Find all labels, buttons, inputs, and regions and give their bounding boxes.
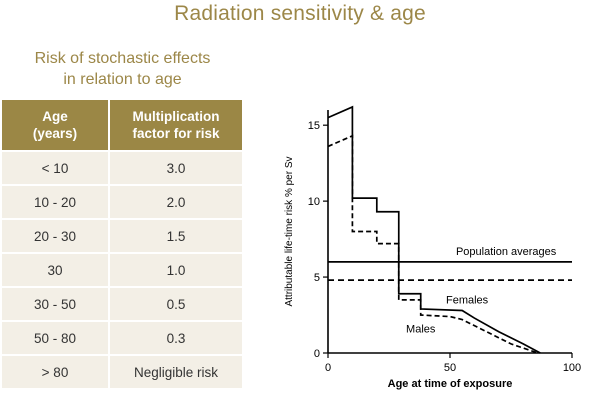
y-tick-label: 5 <box>314 272 320 284</box>
factor-cell: 0.3 <box>110 322 242 354</box>
factor-cell: 1.5 <box>110 220 242 252</box>
y-axis-label: Attributable life-time risk % per Sv <box>284 156 295 306</box>
risk-table: Age (years) Multiplication factor for ri… <box>0 98 244 390</box>
table-caption-line1: Risk of stochastic effects <box>34 50 211 67</box>
factor-cell: Negligible risk <box>110 356 242 388</box>
x-tick-label: 0 <box>325 362 331 374</box>
age-cell: 30 - 50 <box>2 288 108 320</box>
table-row: 30 - 50 0.5 <box>2 288 242 320</box>
header-factor-line1: Multiplication <box>132 109 220 124</box>
age-cell: 20 - 30 <box>2 220 108 252</box>
population-averages-label: Population averages <box>456 246 557 258</box>
y-tick-label: 0 <box>314 348 320 360</box>
table-header-row: Age (years) Multiplication factor for ri… <box>2 100 242 150</box>
y-tick-label: 15 <box>308 120 320 132</box>
age-cell: 50 - 80 <box>2 322 108 354</box>
table-row: 10 - 20 2.0 <box>2 186 242 218</box>
table-row: 20 - 30 1.5 <box>2 220 242 252</box>
age-cell: 30 <box>2 254 108 286</box>
table-row: > 80 Negligible risk <box>2 356 242 388</box>
header-factor-line2: factor for risk <box>132 126 220 141</box>
table-caption: Risk of stochastic effects in relation t… <box>0 48 245 90</box>
series-label-males: Males <box>406 323 436 335</box>
table-row: 50 - 80 0.3 <box>2 322 242 354</box>
age-cell: 10 - 20 <box>2 186 108 218</box>
x-tick-label: 50 <box>444 362 456 374</box>
page-title: Radiation sensitivity & age <box>174 2 426 25</box>
table-caption-line2: in relation to age <box>63 71 182 88</box>
table-row: < 10 3.0 <box>2 152 242 184</box>
header-age-line1: Age <box>42 109 68 124</box>
age-cell: < 10 <box>2 152 108 184</box>
series-line-females <box>327 105 541 354</box>
x-tick-label: 100 <box>563 362 581 374</box>
factor-cell: 2.0 <box>110 186 242 218</box>
header-age: Age (years) <box>2 100 108 150</box>
factor-cell: 3.0 <box>110 152 242 184</box>
factor-cell: 0.5 <box>110 288 242 320</box>
risk-vs-age-chart: 0 5 10 15 0 50 100 Age at time of exposure Attri… <box>284 105 581 390</box>
series-line-males <box>327 134 539 354</box>
y-tick-label: 10 <box>308 196 320 208</box>
age-cell: > 80 <box>2 356 108 388</box>
factor-cell: 1.0 <box>110 254 242 286</box>
x-axis-label: Age at time of exposure <box>388 378 513 390</box>
header-factor: Multiplication factor for risk <box>110 100 242 150</box>
table-row: 30 1.0 <box>2 254 242 286</box>
header-age-line2: (years) <box>32 126 78 141</box>
series-label-females: Females <box>446 295 489 307</box>
